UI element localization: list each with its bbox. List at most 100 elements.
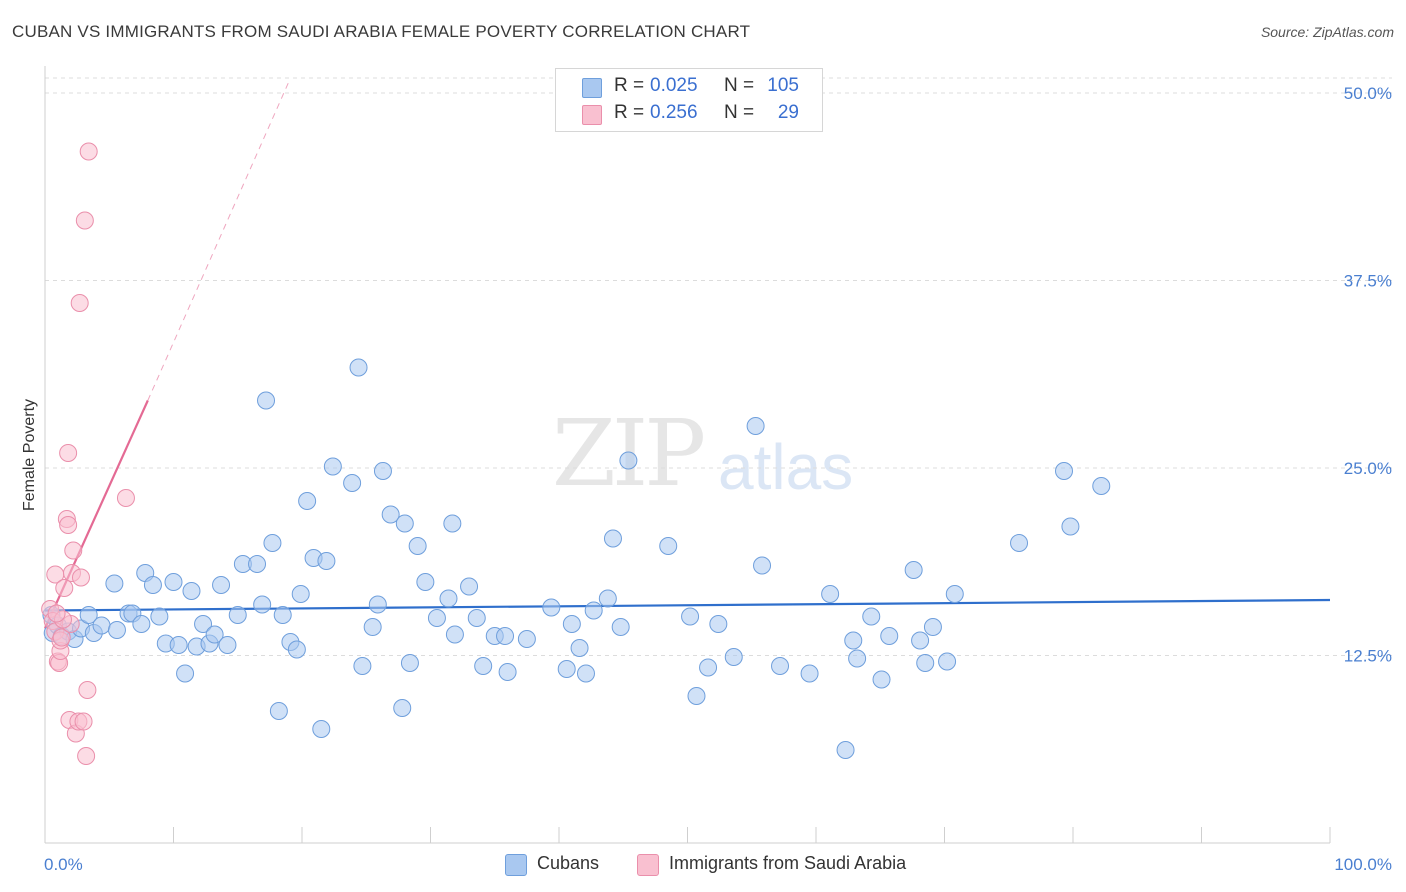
- point-cubans: [408, 537, 427, 555]
- point-cubans: [194, 615, 213, 633]
- watermark-atlas: atlas: [718, 431, 854, 503]
- point-cubans: [562, 615, 581, 633]
- point-cubans: [395, 514, 414, 533]
- point-cubans: [467, 609, 486, 627]
- point-cubans: [248, 555, 267, 573]
- point-cubans: [862, 607, 881, 626]
- point-cubans: [880, 627, 899, 645]
- point-cubans: [460, 577, 479, 596]
- y-tick-label: 37.5%: [1344, 272, 1392, 291]
- axes: [44, 66, 1331, 844]
- point-cubans: [212, 576, 231, 594]
- point-cubans: [724, 648, 743, 666]
- point-cubans: [576, 664, 595, 683]
- point-cubans: [439, 589, 458, 608]
- point-cubans: [619, 451, 638, 470]
- point-saudi: [70, 294, 89, 312]
- point-cubans: [312, 720, 331, 738]
- point-cubans: [317, 552, 336, 570]
- point-saudi: [78, 681, 97, 699]
- point-cubans: [205, 625, 224, 644]
- point-cubans: [746, 417, 765, 435]
- correlation-legend: R = 0.025 N = 105 R = 0.256 N = 29: [555, 68, 823, 132]
- point-cubans: [291, 585, 310, 603]
- point-cubans: [911, 631, 930, 650]
- point-cubans: [916, 654, 935, 672]
- point-cubans: [107, 621, 126, 639]
- point-cubans: [393, 699, 412, 717]
- point-saudi: [55, 579, 74, 597]
- legend-n-value: 29: [777, 102, 799, 123]
- point-cubans: [753, 556, 772, 575]
- point-cubans: [445, 625, 464, 644]
- point-cubans: [169, 636, 188, 654]
- point-cubans: [681, 607, 700, 626]
- trend-lines: [43, 80, 1331, 629]
- point-cubans: [1092, 477, 1111, 495]
- y-axis-label: Female Poverty: [21, 399, 38, 511]
- point-cubans: [1010, 534, 1029, 552]
- point-cubans: [517, 630, 536, 648]
- point-cubans: [848, 649, 867, 668]
- legend-n-label: N =: [724, 102, 755, 123]
- point-cubans: [381, 505, 400, 524]
- data-points: [41, 142, 1111, 765]
- point-cubans: [427, 609, 446, 627]
- point-saudi: [71, 568, 90, 587]
- point-cubans: [263, 534, 282, 552]
- point-cubans: [570, 639, 589, 657]
- point-cubans: [584, 601, 603, 620]
- point-cubans: [343, 474, 362, 492]
- point-cubans: [176, 664, 195, 683]
- point-cubans: [659, 537, 678, 555]
- source-label[interactable]: Source: ZipAtlas.com: [1260, 24, 1394, 40]
- legend-n-value: 105: [767, 75, 799, 96]
- point-cubans: [143, 576, 162, 594]
- point-cubans: [844, 631, 863, 650]
- x-tick-label: 0.0%: [44, 855, 83, 874]
- point-cubans: [699, 658, 718, 677]
- point-cubans: [872, 670, 891, 689]
- point-cubans: [709, 615, 728, 633]
- point-saudi: [59, 444, 78, 462]
- legend-swatch-cubans: [582, 78, 602, 98]
- point-saudi: [59, 516, 78, 534]
- legend-r-value: 0.256: [650, 102, 698, 123]
- legend-r-label: R =: [614, 75, 645, 96]
- point-cubans: [938, 652, 957, 671]
- point-saudi: [77, 747, 96, 765]
- point-cubans: [269, 702, 288, 720]
- point-cubans: [598, 589, 617, 608]
- point-cubans: [164, 573, 183, 591]
- point-cubans: [105, 574, 124, 593]
- y-tick-label: 50.0%: [1344, 84, 1392, 103]
- point-cubans: [368, 595, 387, 614]
- legend-swatch-cubans: [505, 854, 527, 876]
- point-cubans: [771, 657, 790, 675]
- point-cubans: [1055, 462, 1074, 480]
- point-saudi: [74, 712, 93, 731]
- y-tick-label: 25.0%: [1344, 459, 1392, 478]
- legend-label-saudi: Immigrants from Saudi Arabia: [669, 853, 907, 873]
- legend-swatch-saudi: [582, 105, 602, 125]
- legend-row-cubans: R = 0.025 N = 105: [556, 74, 822, 100]
- tick-labels: 12.5% 25.0% 37.5% 50.0% 0.0% 100.0%: [44, 84, 1392, 874]
- point-cubans: [821, 585, 840, 603]
- point-saudi: [47, 604, 66, 623]
- point-saudi: [52, 628, 71, 647]
- point-cubans: [945, 585, 964, 603]
- legend-row-saudi: R = 0.256 N = 29: [556, 101, 822, 127]
- series-legend: Cubans Immigrants from Saudi Arabia: [0, 852, 1406, 878]
- point-cubans: [287, 640, 306, 659]
- point-cubans: [353, 657, 372, 675]
- point-cubans: [273, 606, 292, 624]
- legend-r-label: R =: [614, 102, 645, 123]
- point-cubans: [363, 618, 382, 636]
- point-cubans: [373, 462, 392, 480]
- point-cubans: [400, 654, 419, 672]
- x-tick-label: 100.0%: [1334, 855, 1392, 874]
- point-cubans: [349, 358, 368, 377]
- point-cubans: [542, 598, 561, 617]
- trend-line-saudi-extension: [147, 80, 290, 401]
- point-saudi: [79, 142, 98, 161]
